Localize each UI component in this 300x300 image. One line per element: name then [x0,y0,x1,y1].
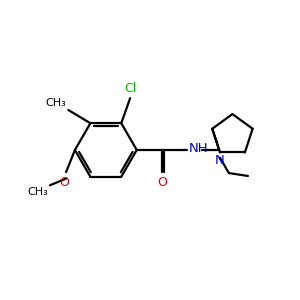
Text: N: N [215,154,225,167]
Text: NH: NH [188,142,208,155]
Text: O: O [60,176,70,189]
Text: CH₃: CH₃ [28,187,48,197]
Text: O: O [157,176,167,190]
Text: CH₃: CH₃ [45,98,66,108]
Text: Cl: Cl [124,82,136,95]
